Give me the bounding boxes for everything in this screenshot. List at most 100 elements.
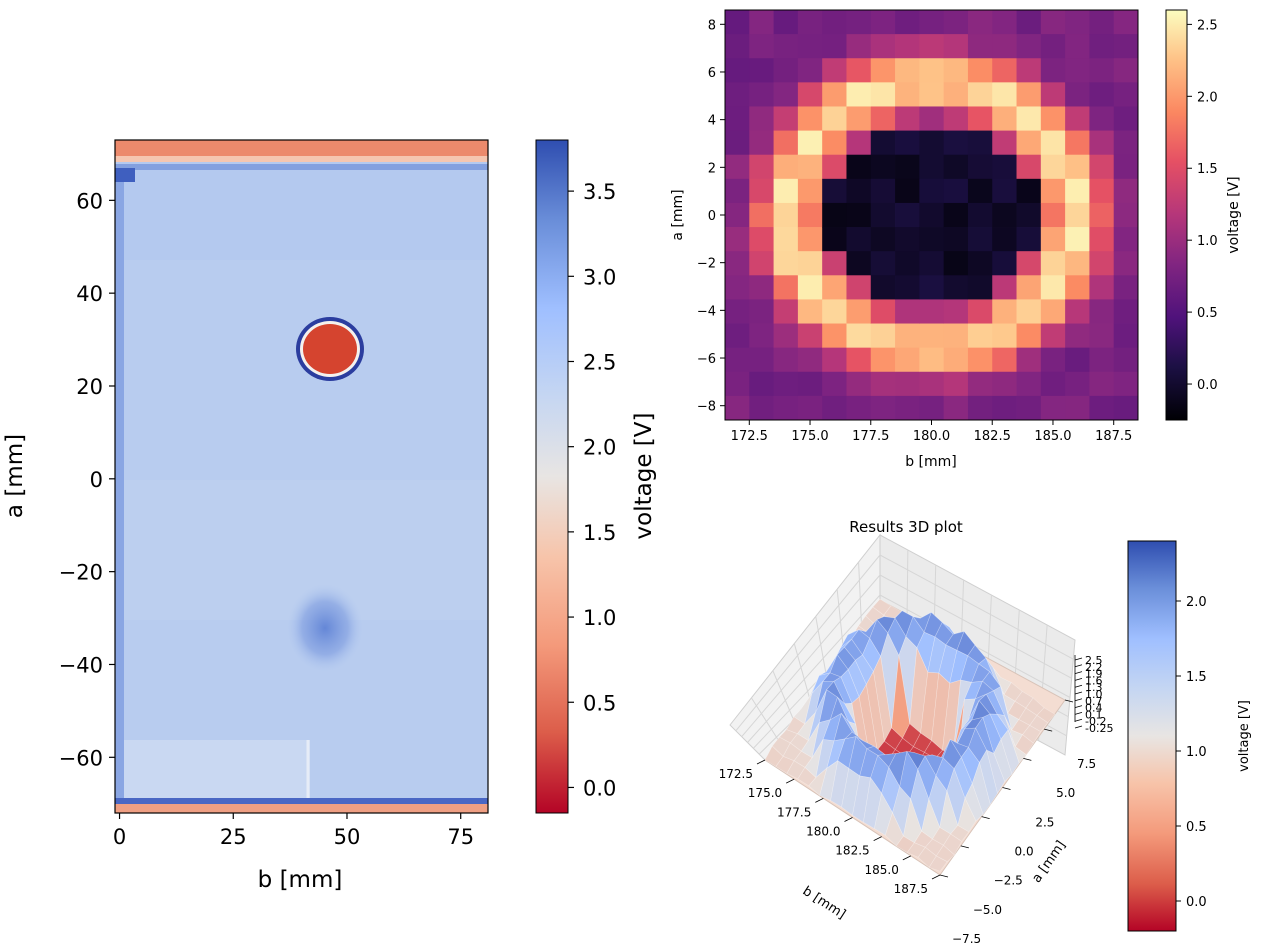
zoom-scan-cell — [895, 10, 920, 35]
zoom-scan-cell — [1040, 395, 1066, 421]
zoom-scan-cell — [725, 10, 750, 35]
zoom-scan-cell — [797, 371, 823, 397]
zoom-scan-cell — [773, 130, 799, 156]
surface-3d-xtick-label: 182.5 — [835, 844, 869, 858]
surface-3d-ztick-mark — [1074, 725, 1083, 729]
zoom-scan-cell — [870, 395, 896, 421]
full-scan-colorbar-tick-label: 2.5 — [583, 350, 616, 374]
zoom-scan-cell — [773, 227, 799, 252]
zoom-scan-cell — [919, 82, 945, 107]
surface-3d-ztick-label: 1.6 — [1085, 674, 1103, 687]
zoom-scan-cell — [1089, 323, 1115, 349]
zoom-scan-cell — [967, 10, 993, 35]
zoom-scan-cell — [1040, 10, 1066, 35]
zoom-scan-cell — [895, 58, 920, 83]
zoom-scan-ytick-label: 8 — [708, 18, 716, 33]
zoom-scan-cell — [822, 130, 847, 156]
zoom-scan-ylabel: a [mm] — [670, 189, 686, 240]
zoom-scan-panel: 172.5 175.0 177.5 180.0 182.5 185.0 187.5 8 6 4 2 0… — [670, 9, 1242, 470]
zoom-scan-cell — [895, 347, 920, 373]
zoom-scan-cell — [870, 202, 896, 228]
zoom-scan-cell — [943, 371, 969, 397]
full-scan-ytick-label: −60 — [59, 746, 103, 770]
full-scan-colorbar-tick-label: 3.5 — [583, 180, 616, 204]
zoom-scan-cell — [943, 130, 969, 156]
zoom-scan-cell — [846, 34, 872, 59]
surface-3d-ytick-label: 0.0 — [1015, 845, 1034, 859]
zoom-scan-colorbar-tick-label: 2.0 — [1197, 90, 1218, 105]
zoom-scan-cell — [919, 34, 945, 59]
zoom-scan-cell — [773, 323, 799, 349]
zoom-scan-cell — [1113, 202, 1139, 228]
zoom-scan-cell — [725, 227, 750, 252]
full-scan-xtick-label: 75 — [447, 825, 474, 849]
zoom-scan-cell — [773, 178, 799, 204]
zoom-scan-cell — [1089, 10, 1115, 35]
zoom-scan-cell — [797, 34, 823, 59]
full-scan-ytick-label: −40 — [59, 653, 103, 677]
zoom-scan-cell — [725, 323, 750, 349]
zoom-scan-cell — [1040, 130, 1066, 156]
zoom-scan-cell — [846, 82, 872, 107]
zoom-scan-cell — [1065, 202, 1090, 228]
zoom-scan-cell — [1113, 251, 1139, 276]
bottom-edge-band — [115, 804, 488, 813]
top-edge-band — [115, 140, 488, 158]
full-scan-ytick-label: 0 — [90, 468, 103, 492]
surface-3d-colorbar-label: voltage [V] — [1237, 700, 1252, 772]
full-scan-panel: 0 25 50 75 60 40 20 0 −20 −40 −60 b [mm] a [mm] 3.… — [2, 139, 657, 893]
zoom-scan-cell — [943, 251, 969, 276]
zoom-scan-colorbar-tick-label: 0.0 — [1197, 378, 1218, 393]
zoom-scan-ytick-label: 0 — [708, 209, 716, 224]
zoom-scan-cell — [1040, 323, 1066, 349]
surface-3d-ztick-label: 1.0 — [1085, 688, 1103, 701]
zoom-scan-cell — [797, 202, 823, 228]
zoom-scan-colorbar — [1165, 9, 1188, 421]
surface-3d-ztick-label: 0.1 — [1085, 708, 1103, 721]
zoom-scan-cell — [870, 178, 896, 204]
zoom-scan-cell — [992, 323, 1017, 349]
zoom-scan-cell — [822, 34, 847, 59]
zoom-scan-cell — [919, 202, 945, 228]
zoom-scan-cell — [895, 395, 920, 421]
zoom-scan-colorbar-label: voltage [V] — [1226, 176, 1242, 253]
zoom-scan-cell — [846, 106, 872, 131]
zoom-scan-cell — [943, 82, 969, 107]
zoom-scan-cell — [967, 227, 993, 252]
surface-3d-face — [1022, 725, 1042, 744]
surface-3d-ztick-label: -0.25 — [1085, 722, 1113, 735]
zoom-scan-cell — [725, 82, 750, 107]
zoom-scan-cell — [1040, 34, 1066, 59]
zoom-scan-cell — [797, 130, 823, 156]
zoom-scan-cell — [846, 10, 872, 35]
zoom-scan-cell — [773, 395, 799, 421]
zoom-scan-cell — [1016, 106, 1042, 131]
zoom-scan-cell — [1113, 178, 1139, 204]
zoom-scan-cell — [797, 299, 823, 324]
zoom-scan-cell — [725, 371, 750, 397]
surface-3d-colorbar-tick-label: 1.0 — [1186, 745, 1207, 760]
surface-3d-ztick-mark — [1074, 664, 1083, 668]
zoom-scan-cell — [919, 275, 945, 300]
surface-3d-ztick-mark — [1074, 678, 1083, 681]
zoom-scan-cell — [846, 251, 872, 276]
zoom-scan-cell — [1065, 154, 1090, 180]
surface-3d-face — [957, 797, 977, 833]
zoom-scan-cell — [822, 371, 847, 397]
zoom-scan-cell — [1016, 34, 1042, 59]
zoom-scan-cell — [943, 58, 969, 83]
zoom-scan-cell — [773, 371, 799, 397]
zoom-scan-cell — [967, 154, 993, 180]
zoom-scan-cell — [773, 106, 799, 131]
zoom-scan-cell — [773, 299, 799, 324]
full-scan-colorbar-label: voltage [V] — [631, 413, 657, 540]
surface-3d-face — [971, 761, 991, 816]
zoom-scan-cell — [1016, 130, 1042, 156]
full-scan-colorbar — [535, 139, 569, 814]
zoom-scan-cell — [749, 130, 774, 156]
zoom-scan-cell — [846, 323, 872, 349]
zoom-scan-cell — [919, 10, 945, 35]
zoom-scan-cell — [967, 251, 993, 276]
zoom-scan-cell — [992, 299, 1017, 324]
